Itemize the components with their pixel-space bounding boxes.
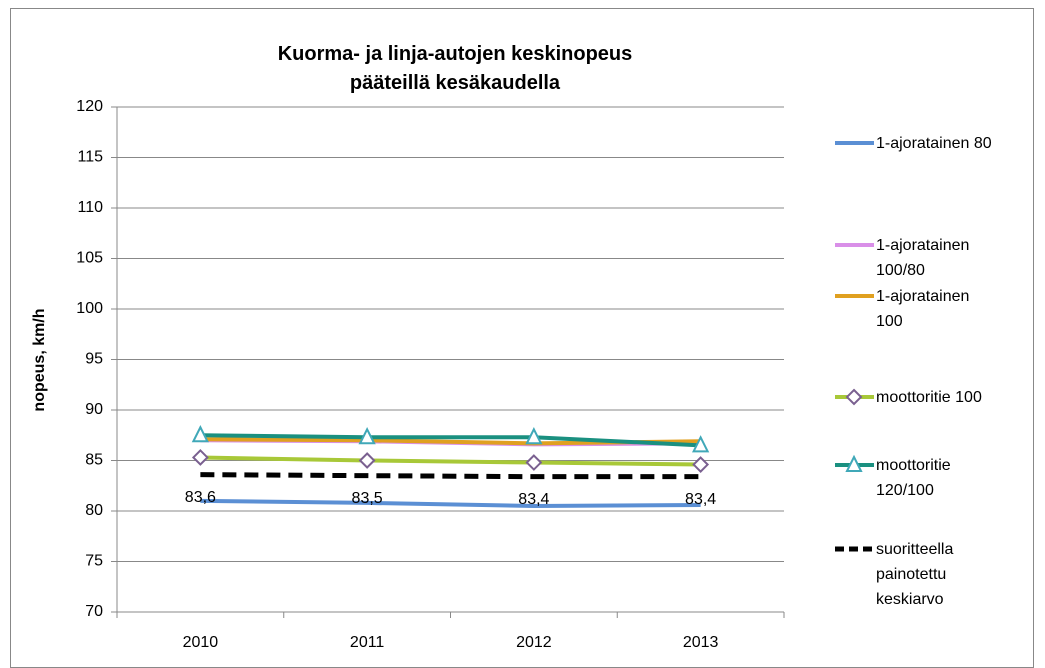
y-tick-label: 105 [76,250,103,267]
legend-label: moottoritie 120/100 [876,457,951,499]
y-tick-label: 90 [85,401,103,418]
legend-label: 1-ajoratainen 100 [876,288,970,330]
data-label: 83,5 [352,490,383,507]
x-tick-label: 2013 [683,634,719,651]
legend-label: moottoritie 100 [876,389,982,406]
legend-label: 1-ajoratainen 80 [876,135,992,152]
x-tick-label: 2012 [516,634,552,651]
series-marker [692,435,710,453]
series-line [200,498,701,508]
series-marker [358,427,376,445]
series-marker [525,454,543,471]
series-line [200,433,701,448]
x-tick-label: 2010 [183,634,219,651]
series-marker [525,427,543,445]
chart-title: Kuorma- ja linja-autojen keskinopeus pää… [277,43,633,94]
y-tick-label: 80 [85,502,103,519]
legend-label: 1-ajoratainen 100/80 [876,237,970,279]
y-tick-label: 95 [85,351,103,368]
y-tick-label: 110 [77,199,103,216]
y-tick-label: 115 [77,149,103,166]
series-line [200,455,701,467]
y-tick-label: 85 [85,452,103,469]
series-marker [191,425,209,443]
legend-marker [845,388,863,406]
y-tick-label: 70 [85,603,103,620]
series-line [200,472,701,480]
legend-marker [845,454,863,472]
legend-label: suoritteella painotettu keskiarvo [876,541,954,608]
y-tick-label: 100 [76,300,103,317]
x-tick-label: 2011 [350,634,385,651]
series-marker [692,456,710,473]
data-label: 83,4 [518,491,549,508]
series-marker [358,452,376,469]
y-axis-label: nopeus, km/h [31,308,48,411]
y-tick-label: 75 [85,553,103,570]
data-label: 83,4 [685,491,716,508]
data-label: 83,6 [185,489,216,506]
y-tick-label: 120 [76,98,103,115]
series-marker [191,449,209,466]
